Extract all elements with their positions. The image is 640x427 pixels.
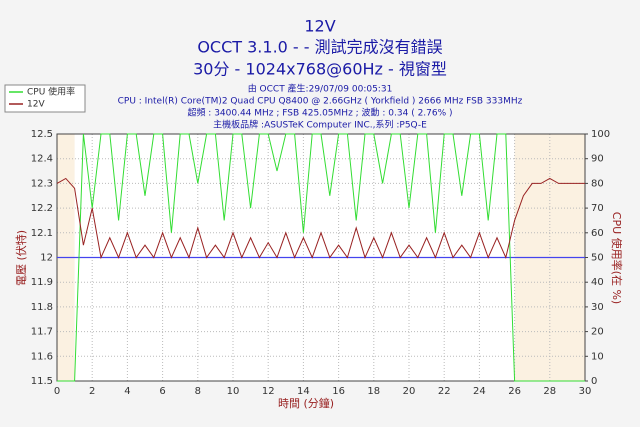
y2-tick-label: 90 [591, 154, 604, 165]
x-axis-label: 時間 (分鐘) [278, 396, 334, 410]
x-tick-label: 10 [227, 386, 240, 397]
chart-subtitle: 30分 - 1024x768@60Hz - 視窗型 [193, 60, 447, 79]
info: CPU : Intel(R) Core(TM)2 Quad CPU Q8400 … [118, 97, 523, 107]
y-axis-label: 電壓 (伏特) [14, 230, 28, 286]
info: 主機板品牌 :ASUSTeK Computer INC.,系列 :P5Q-E [213, 119, 427, 131]
y-tick-label: 11.9 [31, 277, 53, 288]
y-tick-label: 11.5 [31, 376, 53, 387]
y-tick-label: 12.5 [31, 129, 53, 140]
series-line [56, 177, 585, 260]
y2-tick-label: 0 [591, 376, 597, 387]
x-tick-label: 20 [403, 386, 416, 397]
y2-tick-label: 50 [591, 253, 604, 264]
y-tick-label: 12.3 [31, 178, 53, 189]
y-tick-label: 11.8 [31, 302, 53, 313]
y2-tick-label: 30 [591, 302, 604, 313]
y-tick-label: 11.7 [31, 327, 53, 338]
y-tick-label: 11.6 [31, 351, 53, 362]
x-tick-label: 6 [159, 386, 165, 397]
x-tick-label: 0 [54, 386, 60, 397]
x-tick-label: 12 [262, 386, 275, 397]
x-tick-label: 24 [473, 386, 486, 397]
legend-box [4, 84, 86, 113]
y2-tick-label: 40 [591, 277, 604, 288]
y2-tick-label: 100 [591, 129, 610, 140]
y2-tick-label: 80 [591, 178, 604, 189]
x-tick-label: 8 [195, 386, 201, 397]
info: 超頻 : 3400.44 MHz ; FSB 425.05MHz ; 波動 : … [187, 107, 452, 119]
x-tick-label: 18 [367, 386, 380, 397]
y-tick-label: 12.4 [31, 154, 53, 165]
x-tick-label: 26 [508, 386, 521, 397]
x-tick-label: 16 [332, 386, 345, 397]
y2-tick-label: 10 [591, 351, 604, 362]
y2-tick-label: 70 [591, 203, 604, 214]
x-tick-label: 28 [543, 386, 556, 397]
chart-subtitle: OCCT 3.1.0 - - 測試完成沒有錯誤 [197, 38, 442, 57]
chart-title: 12V [304, 17, 335, 36]
x-tick-label: 22 [438, 386, 451, 397]
x-tick-label: 4 [124, 386, 130, 397]
y2-tick-label: 20 [591, 327, 604, 338]
legend-label: CPU 使用率 [27, 86, 75, 98]
x-tick-label: 30 [579, 386, 592, 397]
y-tick-label: 12.2 [31, 203, 53, 214]
series-line [57, 133, 585, 382]
y2-axis-label: CPU 使用率(在 %) [610, 212, 624, 304]
y-tick-label: 12 [40, 253, 53, 264]
x-tick-label: 14 [297, 386, 310, 397]
y2-tick-label: 60 [591, 228, 604, 239]
x-tick-label: 2 [89, 386, 95, 397]
info: 由 OCCT 產生:29/07/09 00:05:31 [248, 83, 393, 95]
legend-label: 12V [27, 100, 45, 110]
y-tick-label: 12.1 [31, 228, 53, 239]
